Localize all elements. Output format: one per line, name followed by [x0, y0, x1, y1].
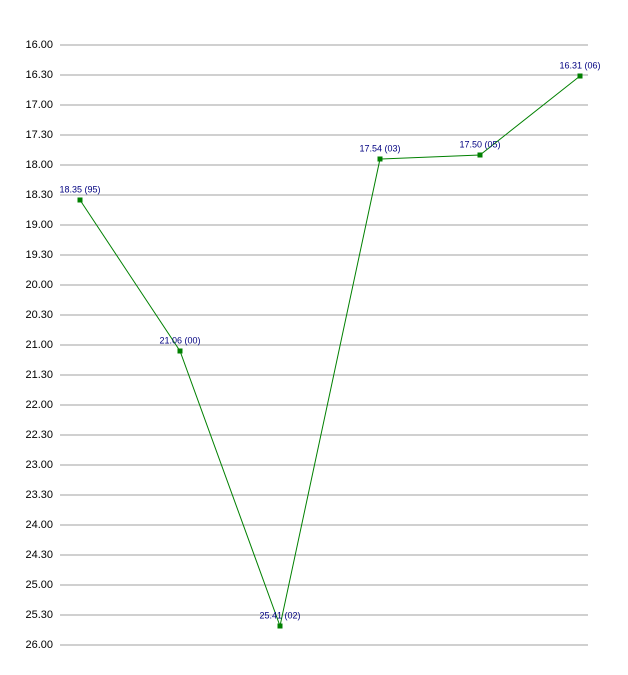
point	[577, 73, 583, 79]
y-tick-label: 22.30	[25, 429, 53, 441]
value-label: 17.54 (03)	[359, 143, 400, 153]
value-label: 17.50 (05)	[459, 139, 500, 149]
value-label: 25.41 (02)	[259, 610, 300, 620]
y-tick-label: 18.00	[25, 159, 53, 171]
y-tick-label: 23.00	[25, 459, 53, 471]
y-tick-label: 22.00	[25, 399, 53, 411]
y-tick-label: 16.30	[25, 69, 53, 81]
y-tick-label: 19.30	[25, 249, 53, 261]
value-label: 21.06 (00)	[159, 335, 200, 345]
point	[377, 156, 383, 162]
y-tick-label: 20.00	[25, 279, 53, 291]
y-tick-label: 21.30	[25, 369, 53, 381]
point	[77, 197, 83, 203]
y-tick-label: 17.30	[25, 129, 53, 141]
y-tick-label: 18.30	[25, 189, 53, 201]
y-tick-label: 25.30	[25, 609, 53, 621]
point	[477, 152, 483, 158]
y-tick-label: 17.00	[25, 99, 53, 111]
y-tick-label: 20.30	[25, 309, 53, 321]
point	[177, 348, 183, 354]
y-tick-label: 23.30	[25, 489, 53, 501]
y-tick-label: 24.00	[25, 519, 53, 531]
y-tick-label: 24.30	[25, 549, 53, 561]
y-tick-label: 19.00	[25, 219, 53, 231]
line	[79, 75, 581, 628]
y-tick-label: 16.00	[25, 39, 53, 51]
point	[277, 623, 283, 629]
value-label: 16.31 (06)	[559, 60, 600, 70]
y-tick-label: 21.00	[25, 339, 53, 351]
y-tick-label: 25.00	[25, 579, 53, 591]
y-tick-label: 26.00	[25, 639, 53, 651]
value-label: 18.35 (95)	[59, 184, 100, 194]
